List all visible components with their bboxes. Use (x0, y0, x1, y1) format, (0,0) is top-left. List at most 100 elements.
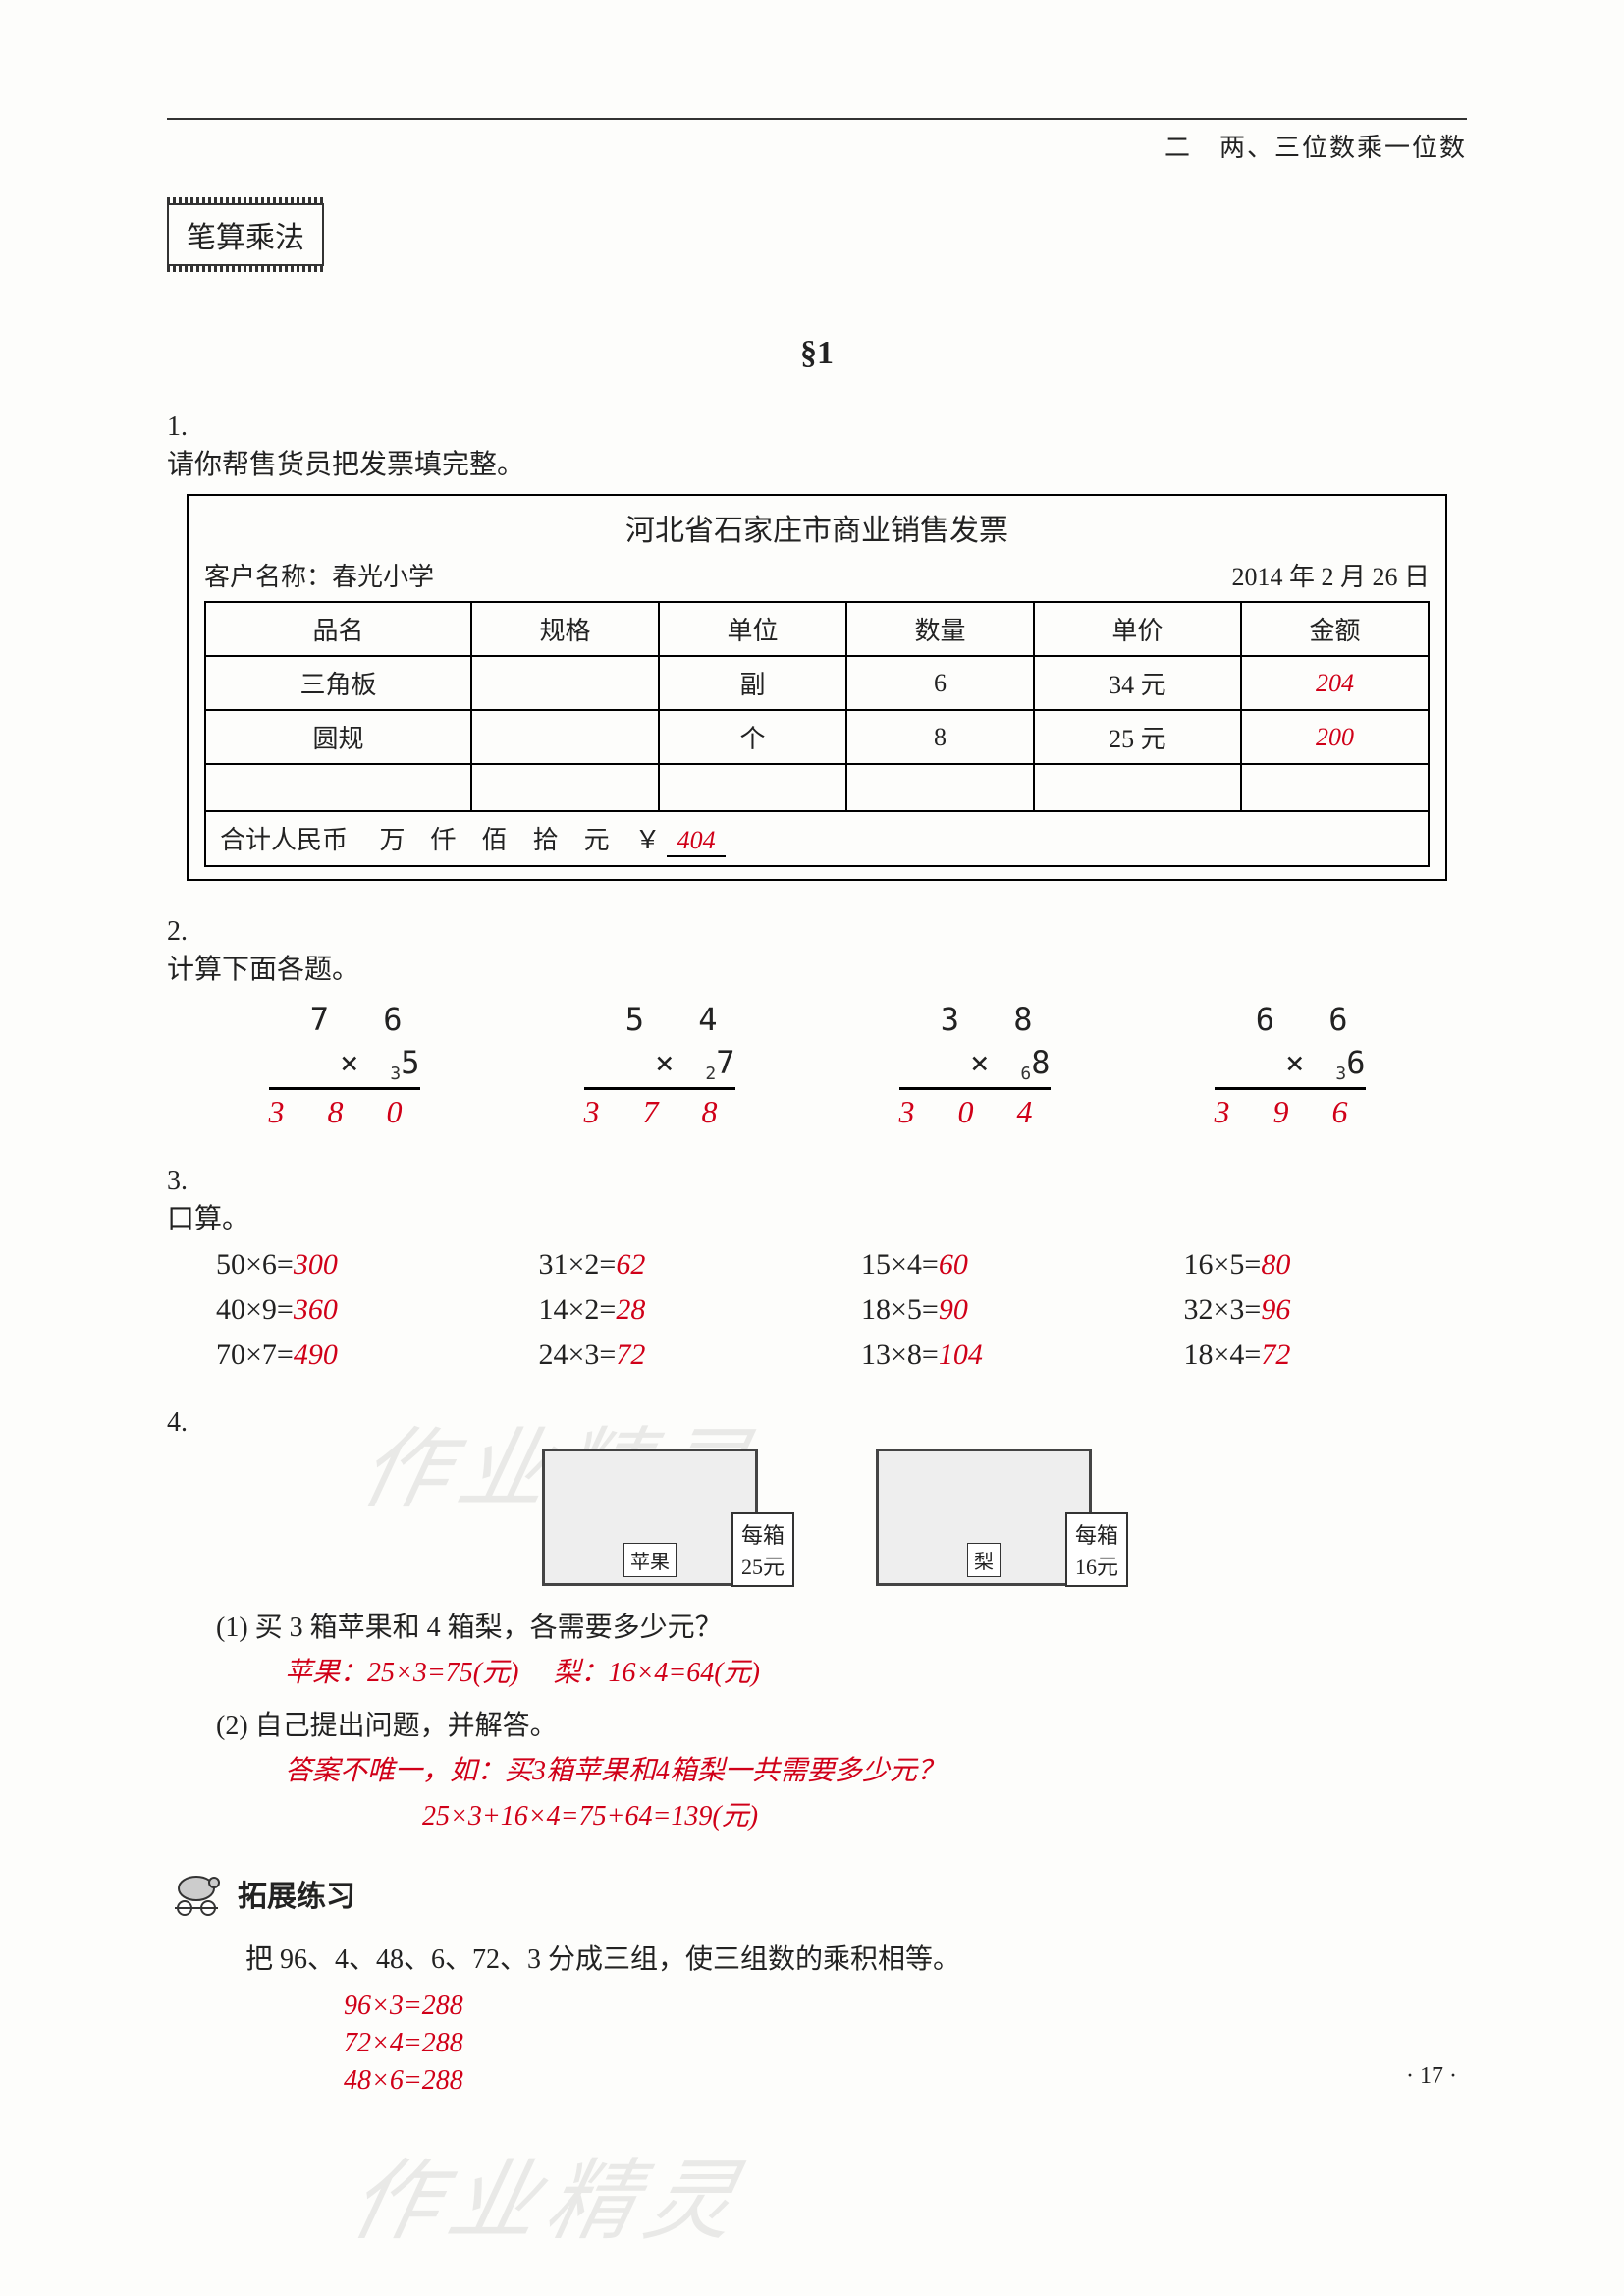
table-row: 圆规 个 8 25 元 200 (205, 710, 1429, 764)
mental-item: 24×3=72 (539, 1339, 823, 1372)
extension-header: 拓展练习 (167, 1869, 1467, 1918)
header-rule (167, 118, 1467, 120)
invoice-table: 品名 规格 单位 数量 单价 金额 三角板 副 6 34 元 204 圆规 个 … (204, 601, 1430, 867)
mental-item: 15×4=60 (861, 1248, 1145, 1282)
sub2-answer-a: 答案不唯一，如：买3箱苹果和4箱梨一共需要多少元？ (167, 1749, 1467, 1788)
cell-price: 34 元 (1034, 656, 1241, 710)
cell-spec (471, 656, 659, 710)
answer: 3 9 6 (1215, 1087, 1366, 1130)
operand-a: 6 6 (1215, 1001, 1366, 1038)
table-row-empty (205, 764, 1429, 811)
pear-box-icon: 梨 每箱 16元 (876, 1449, 1092, 1586)
apple-label: 苹果 (623, 1543, 677, 1577)
question-1: 1. 请你帮售货员把发票填完整。 河北省石家庄市商业销售发票 客户名称：春光小学… (167, 411, 1467, 881)
cell-price: 25 元 (1034, 710, 1241, 764)
answer: 3 0 4 (899, 1087, 1051, 1130)
q3-number: 3. (167, 1166, 210, 1197)
vmult-4: 6 6 × 36 3 9 6 (1215, 1001, 1366, 1130)
cell-unit: 副 (659, 656, 846, 710)
cell-name: 圆规 (205, 710, 471, 764)
mental-item: 14×2=28 (539, 1293, 823, 1327)
section-number: §1 (167, 335, 1467, 372)
vertical-mult-row: 7 6 × 3× 55 3 8 0 5 4 × 27 3 7 8 3 8 × 6… (167, 1001, 1467, 1130)
q4-number: 4. (167, 1407, 210, 1439)
q3-text: 口算。 (167, 1197, 1420, 1236)
operand-a: 7 6 (269, 1001, 420, 1038)
sub2-label: (2) (216, 1711, 248, 1741)
table-header-row: 品名 规格 单位 数量 单价 金额 (205, 602, 1429, 656)
q4-sub1: (1) 买 3 箱苹果和 4 箱梨，各需要多少元？ (167, 1606, 1467, 1645)
q1-number: 1. (167, 411, 210, 443)
vmult-3: 3 8 × 68 3 0 4 (899, 1001, 1051, 1130)
sub2-answer-b: 25×3+16×4=75+64=139(元) (167, 1794, 1467, 1833)
ext-ans-2: 72×4=288 (167, 2028, 1467, 2059)
question-4: 4. 作业精灵 苹果 每箱 25元 梨 每箱 16元 (1) 买 3 箱苹果和 … (167, 1407, 1467, 1833)
total-amount: 404 (667, 826, 726, 857)
vmult-1: 7 6 × 3× 55 3 8 0 (269, 1001, 420, 1130)
mental-item: 32×3=96 (1184, 1293, 1468, 1327)
invoice-customer: 客户名称：春光小学 (204, 557, 434, 593)
unit-bai: 佰 (482, 826, 508, 854)
product-row: 苹果 每箱 25元 梨 每箱 16元 (167, 1449, 1467, 1586)
operand-a: 3 8 (899, 1001, 1051, 1038)
pear-label: 梨 (967, 1543, 1001, 1577)
operand-b: × 68 (899, 1038, 1051, 1083)
mental-math-grid: 50×6=300 31×2=62 15×4=60 16×5=80 40×9=36… (167, 1248, 1467, 1372)
col-amount: 金额 (1241, 602, 1429, 656)
table-row: 三角板 副 6 34 元 204 (205, 656, 1429, 710)
mental-item: 16×5=80 (1184, 1248, 1468, 1282)
watermark-bottom-icon: 作业精灵 (340, 2129, 760, 2257)
col-spec: 规格 (471, 602, 659, 656)
q2-number: 2. (167, 916, 210, 948)
col-unit: 单位 (659, 602, 846, 656)
answer: 3 7 8 (584, 1087, 735, 1130)
operand-b: × 27 (584, 1038, 735, 1083)
cell-amount: 200 (1241, 710, 1429, 764)
total-symbol: ￥ (635, 826, 661, 854)
apple-price: 每箱 25元 (731, 1512, 794, 1587)
invoice-meta: 客户名称：春光小学 2014 年 2 月 26 日 (204, 557, 1430, 593)
cell-qty: 8 (846, 710, 1034, 764)
ext-ans-3: 48×6=288 (167, 2065, 1467, 2097)
ext-ans-1: 96×3=288 (167, 1991, 1467, 2022)
operand-a: 5 4 (584, 1001, 735, 1038)
invoice-title: 河北省石家庄市商业销售发票 (204, 506, 1430, 549)
col-name: 品名 (205, 602, 471, 656)
chapter-label: 二 两、三位数乘一位数 (167, 128, 1467, 164)
unit-yuan: 元 (584, 826, 610, 854)
mouse-car-icon (167, 1869, 226, 1918)
mental-item: 70×7=490 (216, 1339, 500, 1372)
mental-item: 13×8=104 (861, 1339, 1145, 1372)
col-qty: 数量 (846, 602, 1034, 656)
question-2: 2. 计算下面各题。 7 6 × 3× 55 3 8 0 5 4 × 27 3 … (167, 916, 1467, 1130)
invoice-total-row: 合计人民币 万 仟 佰 拾 元 ￥ 404 (205, 811, 1429, 866)
mental-item: 31×2=62 (539, 1248, 823, 1282)
apple-box-icon: 苹果 每箱 25元 (542, 1449, 758, 1586)
sub1-answer: 苹果：25×3=75(元) 梨：16×4=64(元) (167, 1651, 1467, 1690)
cell-name: 三角板 (205, 656, 471, 710)
mental-item: 18×4=72 (1184, 1339, 1468, 1372)
unit-qian: 仟 (431, 826, 457, 854)
extension-title: 拓展练习 (238, 1872, 355, 1915)
q4-sub2: (2) 自己提出问题，并解答。 (167, 1704, 1467, 1743)
mental-item: 18×5=90 (861, 1293, 1145, 1327)
answer: 3 8 0 (269, 1087, 420, 1130)
unit-shi: 拾 (533, 826, 559, 854)
col-price: 单价 (1034, 602, 1241, 656)
mental-item: 50×6=300 (216, 1248, 500, 1282)
total-label: 合计人民币 (220, 826, 348, 854)
pear-price: 每箱 16元 (1065, 1512, 1128, 1587)
cell-qty: 6 (846, 656, 1034, 710)
unit-wan: 万 (380, 826, 406, 854)
operand-b: × 36 (1215, 1038, 1366, 1083)
page-number: · 17 · (1406, 2063, 1457, 2090)
sub1-label: (1) (216, 1613, 248, 1643)
invoice-box: 河北省石家庄市商业销售发票 客户名称：春光小学 2014 年 2 月 26 日 … (187, 494, 1447, 881)
extension-text: 把 96、4、48、6、72、3 分成三组，使三组数的乘积相等。 (167, 1938, 1467, 1977)
q2-text: 计算下面各题。 (167, 948, 1420, 987)
section-title-box: 笔算乘法 (167, 203, 324, 266)
question-3: 3. 口算。 50×6=300 31×2=62 15×4=60 16×5=80 … (167, 1166, 1467, 1372)
q1-text: 请你帮售货员把发票填完整。 (167, 443, 1420, 482)
vmult-2: 5 4 × 27 3 7 8 (584, 1001, 735, 1130)
invoice-date: 2014 年 2 月 26 日 (1231, 557, 1430, 593)
